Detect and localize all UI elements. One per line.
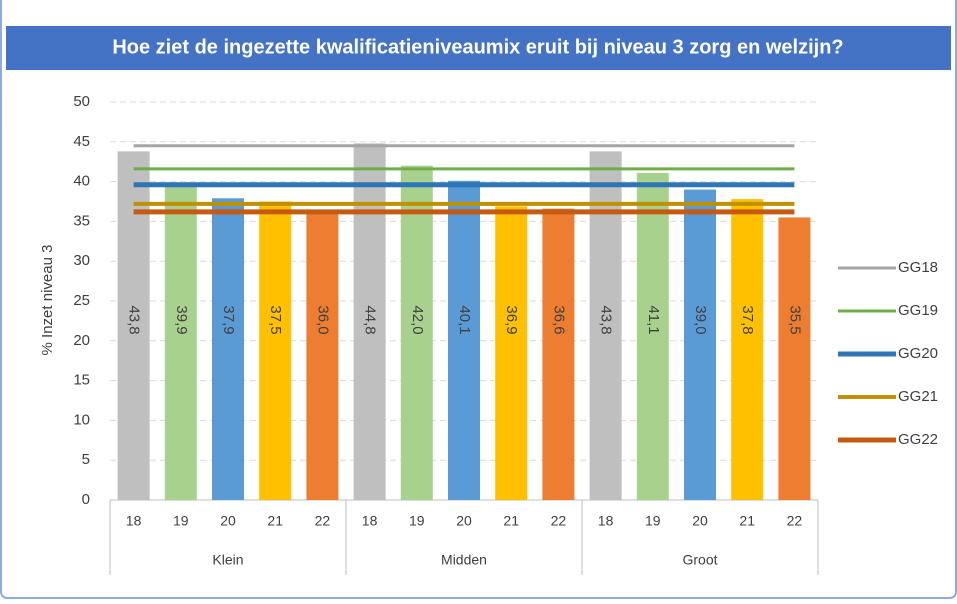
x-tick-label: 20 (220, 513, 236, 529)
y-tick-label: 5 (82, 451, 90, 468)
y-tick-label: 25 (73, 292, 90, 309)
value-label: 41,1 (645, 305, 662, 334)
x-tick-label: 18 (126, 513, 142, 529)
value-label: 37,9 (220, 305, 237, 334)
value-label: 36,9 (503, 305, 520, 334)
x-tick-label: 22 (551, 513, 567, 529)
bar (259, 201, 292, 500)
group-label: Midden (441, 552, 487, 568)
legend-label: GG18 (898, 259, 938, 276)
x-tick-label: 19 (645, 513, 661, 529)
x-tick-label: 18 (362, 513, 378, 529)
value-label: 39,9 (173, 305, 190, 334)
value-label: 36,6 (550, 305, 567, 334)
bar (212, 198, 244, 501)
bar (636, 172, 669, 500)
y-tick-label: 30 (73, 252, 90, 269)
x-tick-label: 19 (409, 513, 425, 529)
y-tick-label: 45 (73, 133, 90, 150)
value-label: 43,8 (598, 305, 615, 334)
value-label: 42,0 (409, 305, 426, 334)
value-label: 37,5 (267, 305, 284, 334)
y-tick-label: 50 (73, 93, 90, 110)
bar (306, 213, 339, 500)
legend-label: GG21 (898, 388, 938, 405)
group-label: Groot (682, 552, 717, 568)
legend-label: GG19 (898, 302, 938, 319)
x-tick-label: 20 (456, 513, 472, 529)
legend-label: GG20 (898, 345, 938, 362)
value-label: 43,8 (126, 305, 143, 334)
group-label: Klein (212, 552, 243, 568)
y-tick-label: 20 (73, 332, 90, 349)
y-tick-label: 10 (73, 411, 90, 428)
x-tick-label: 22 (787, 513, 803, 529)
bar (448, 180, 480, 500)
bar (684, 189, 716, 500)
bar (778, 217, 811, 501)
x-tick-label: 22 (315, 513, 331, 529)
x-tick-label: 20 (692, 513, 708, 529)
y-axis-title: % Inzet niveau 3 (39, 245, 56, 356)
x-tick-label: 21 (267, 513, 283, 529)
x-tick-label: 21 (503, 513, 519, 529)
x-tick-label: 18 (598, 513, 614, 529)
value-label: 35,5 (786, 305, 803, 334)
y-tick-label: 0 (82, 491, 90, 508)
value-label: 37,8 (739, 305, 756, 334)
bar (731, 199, 764, 500)
value-label: 36,0 (314, 305, 331, 334)
title-bar (6, 26, 951, 70)
bar (495, 206, 528, 500)
y-tick-label: 15 (73, 372, 90, 389)
chart-title: Hoe ziet de ingezette kwalificatieniveau… (112, 36, 843, 58)
x-tick-label: 19 (173, 513, 189, 529)
x-tick-label: 21 (739, 513, 755, 529)
bar (542, 208, 575, 500)
value-label: 44,8 (362, 305, 379, 334)
bar (164, 182, 197, 500)
bar (400, 165, 433, 500)
legend-label: GG22 (898, 431, 938, 448)
y-tick-label: 35 (73, 212, 90, 229)
value-label: 40,1 (456, 305, 473, 334)
y-tick-label: 40 (73, 173, 90, 190)
value-label: 39,0 (692, 305, 709, 334)
